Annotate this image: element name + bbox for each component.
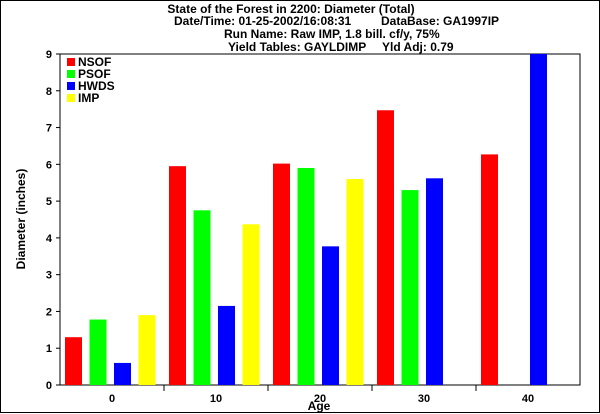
legend-label-imp: IMP (78, 91, 99, 105)
x-axis-label: Age (308, 399, 331, 413)
bar-psof-age-30 (401, 190, 419, 385)
bar-imp-age-20 (346, 179, 364, 385)
bar-hwds-age-30 (426, 178, 443, 385)
yield-tables-label: Yield Tables: GAYLDIMP (228, 40, 366, 54)
x-tick-label: 30 (418, 393, 430, 405)
y-axis-label: Diameter (inches) (14, 169, 28, 270)
x-tick-label: 20 (314, 393, 326, 405)
legend-swatch-psof (67, 70, 75, 78)
legend-swatch-nsof (67, 58, 75, 66)
datetime-label: Date/Time: 01-25-2002/16:08:31 (174, 14, 352, 28)
x-tick-label: 40 (522, 393, 534, 405)
legend-label-nsof: NSOF (78, 55, 111, 69)
database-label: DataBase: GA1997IP (381, 14, 499, 28)
bar-nsof-age-0 (65, 337, 82, 385)
bar-hwds-age-40 (530, 54, 547, 385)
bar-nsof-age-10 (169, 166, 186, 385)
y-axis: 0 1 2 3 4 5 6 7 8 9 (46, 49, 60, 392)
y-tick-label: 6 (46, 159, 52, 171)
y-tick-label: 7 (46, 123, 52, 135)
y-tick-label: 2 (46, 306, 52, 318)
chart-title: State of the Forest in 2200: Diameter (T… (167, 2, 414, 16)
bar-hwds-age-10 (218, 305, 235, 385)
y-tick-label: 0 (46, 380, 52, 392)
yld-adj-label: Yld Adj: 0.79 (382, 40, 454, 54)
legend-label-psof: PSOF (78, 67, 111, 81)
y-tick-label: 4 (46, 233, 53, 245)
bar-psof-age-0 (89, 319, 107, 385)
y-tick-label: 9 (46, 49, 52, 61)
x-axis: 0 10 20 30 40 (109, 385, 534, 405)
bar-imp-age-10 (242, 224, 260, 385)
legend-swatch-hwds (67, 82, 75, 90)
x-tick-label: 10 (210, 393, 222, 405)
bar-hwds-age-20 (322, 246, 339, 385)
plot-area (59, 53, 581, 386)
y-tick-label: 8 (46, 86, 52, 98)
run-name-label: Run Name: Raw IMP, 1.8 bill. cf/y, 75% (224, 27, 440, 41)
bars-group (65, 54, 547, 386)
legend-label-hwds: HWDS (78, 79, 115, 93)
bar-nsof-age-30 (377, 110, 394, 386)
y-tick-label: 5 (46, 196, 52, 208)
bar-psof-age-10 (193, 210, 211, 385)
bar-hwds-age-0 (114, 362, 131, 385)
bar-nsof-age-40 (481, 154, 498, 385)
bar-psof-age-20 (297, 168, 315, 385)
y-tick-label: 1 (46, 343, 52, 355)
x-tick-label: 0 (109, 393, 115, 405)
bar-imp-age-0 (138, 315, 156, 385)
bar-nsof-age-20 (273, 163, 290, 385)
y-tick-label: 3 (46, 270, 52, 282)
legend-swatch-imp (67, 94, 75, 102)
